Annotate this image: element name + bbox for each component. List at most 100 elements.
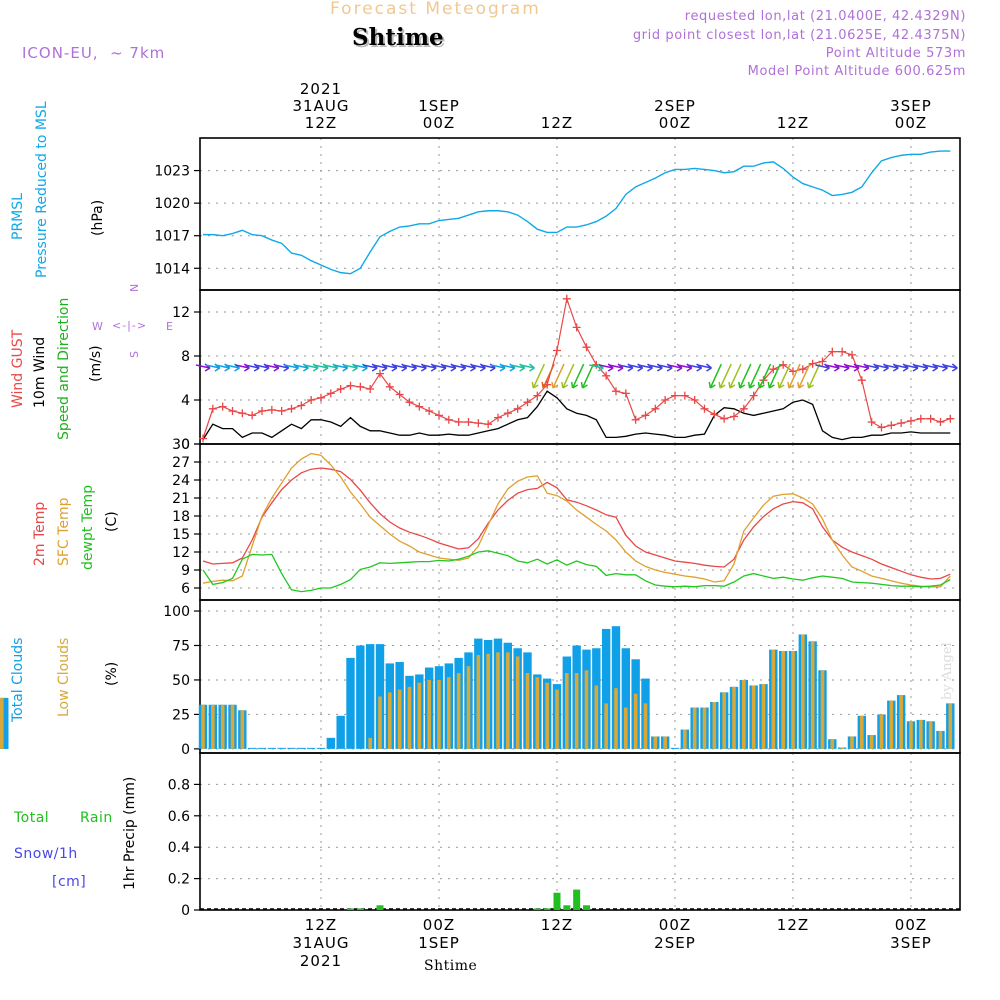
cloud-low-bar [594, 685, 599, 749]
wind-direction-arrow [561, 363, 575, 389]
wind-gust-point [474, 419, 483, 428]
wind-gust-point [257, 407, 266, 415]
wind-gust-point [356, 382, 365, 391]
time-label-bottom: 31AUG [293, 934, 350, 952]
y-tick-label: 1020 [154, 196, 190, 212]
precip-rain-bar [563, 905, 571, 910]
time-label-top: 00Z [659, 114, 691, 132]
wind-gust-point [395, 390, 404, 399]
wind-direction-arrow [738, 363, 752, 389]
cloud-low-bar [368, 737, 372, 749]
wind-direction-arrow [787, 363, 801, 389]
wind-gust-point [464, 418, 473, 426]
cloud-low-bar [909, 721, 913, 749]
wind-gust-point [552, 346, 561, 355]
series-prmsl-line [203, 150, 951, 275]
y-tick-label: 12 [172, 545, 190, 561]
cloud-low-bar [574, 673, 579, 749]
wind-gust-point [887, 421, 896, 430]
cloud-low-bar [820, 670, 825, 749]
wind-gust-point [621, 389, 630, 398]
cloud-total-bar [621, 648, 631, 749]
cloud-low-bar [555, 689, 559, 749]
wind-gust-point [847, 350, 856, 359]
cloud-low-bar [407, 686, 412, 749]
wind-gust-point [798, 365, 807, 374]
cloud-low-bar [879, 714, 884, 749]
cloud-total-bar [326, 737, 336, 749]
cloud-low-bar [496, 652, 500, 749]
cloud-total-bar [297, 747, 306, 749]
wind-gust-point [208, 404, 217, 413]
wind-gust-point [346, 381, 355, 390]
cloud-low-bar [869, 735, 874, 749]
cloud-low-bar [751, 685, 756, 749]
cloud-total-bar [375, 644, 385, 749]
wind-direction-arrow [806, 363, 821, 389]
panel-frame [199, 137, 961, 291]
precip-rain-bar [543, 908, 551, 910]
wind-gust-point [415, 402, 424, 411]
wind-gust-point [749, 391, 758, 400]
wind-gust-point [838, 347, 847, 356]
y-tick-label: 12 [172, 305, 190, 321]
y-tick-label: 0.6 [168, 809, 190, 825]
wind-direction-arrow [747, 363, 762, 389]
y-tick-label: 1017 [154, 229, 190, 245]
series-dewpt-temp-line [202, 550, 951, 593]
wind-gust-point [611, 387, 620, 396]
wind-gust-point [641, 411, 650, 420]
wind-gust-point [661, 396, 670, 404]
cloud-total-bar [336, 715, 345, 749]
wind-direction-arrow [541, 363, 555, 389]
wind-gust-point [916, 414, 925, 423]
cloud-low-bar [643, 703, 648, 749]
time-label-bottom: 00Z [659, 916, 691, 934]
cloud-total-bar [287, 747, 296, 749]
cloud-low-bar [801, 634, 805, 749]
cloud-low-bar [722, 692, 726, 749]
wind-direction-arrow [520, 363, 535, 372]
time-label-bottom: 2021 [300, 952, 342, 970]
wind-gust-point [513, 404, 522, 413]
wind-direction-arrow [551, 363, 565, 389]
y-tick-label: 0 [181, 742, 190, 758]
time-label-top: 2SEP [654, 97, 696, 115]
wind-gust-point [287, 404, 296, 413]
time-label-top: 2021 [300, 80, 342, 98]
wind-gust-point [926, 414, 935, 423]
cloud-low-bar [378, 696, 382, 749]
cloud-total-bar [356, 645, 365, 749]
precip-rain-bar [573, 889, 581, 910]
cloud-total-bar [611, 626, 621, 749]
cloud-low-bar [938, 730, 943, 749]
y-tick-label: 15 [172, 527, 190, 543]
wind-gust-point [228, 407, 237, 415]
wind-gust-point [493, 413, 502, 422]
y-tick-label: 30 [172, 437, 190, 453]
cloud-low-bar [742, 679, 746, 749]
cloud-total-bar [601, 628, 611, 749]
cloud-low-bar [535, 677, 540, 749]
wind-gust-point [906, 416, 915, 425]
y-tick-label: 6 [181, 581, 190, 597]
wind-gust-point [316, 393, 325, 402]
panel-frame [199, 443, 961, 601]
cloud-low-bar [584, 670, 589, 749]
cloud-low-bar [486, 653, 490, 749]
wind-direction-arrow [943, 363, 958, 372]
y-tick-label: 4 [181, 393, 190, 409]
y-tick-label: 100 [163, 604, 190, 620]
y-tick-label: 0 [181, 903, 190, 919]
cloud-low-bar [840, 747, 844, 749]
cloud-low-bar [761, 684, 766, 749]
wind-gust-point [277, 407, 286, 415]
panel-frame [199, 752, 961, 911]
cloud-low-bar [437, 679, 441, 749]
wind-direction-arrow [777, 363, 791, 389]
time-label-top: 1SEP [418, 97, 460, 115]
wind-gust-point [788, 367, 797, 376]
y-tick-label: 1014 [154, 261, 190, 277]
cloud-low-bar [476, 655, 481, 749]
wind-gust-point [307, 396, 316, 404]
